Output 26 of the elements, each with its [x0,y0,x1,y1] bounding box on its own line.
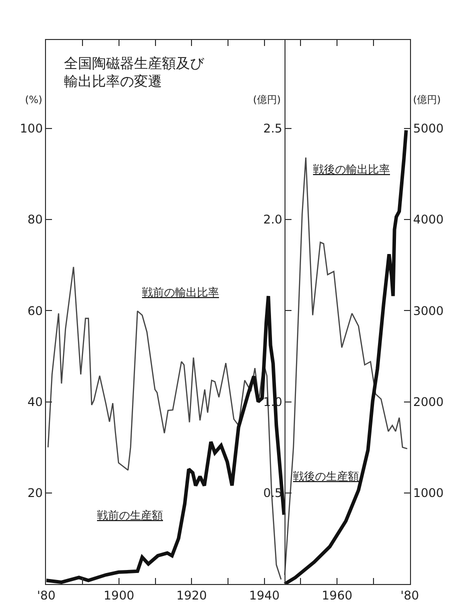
y2-tick-label: 2.5 [263,122,282,136]
y-tick-label: 40 [28,394,43,409]
y3-tick-label: 3000 [413,304,444,318]
series-label: 戦後の輸出比率 [313,163,390,176]
y2-axis-title: (億円) [253,94,281,106]
y2-tick-label: 2.0 [263,212,282,227]
y-tick-label: 20 [28,486,43,500]
y-axis-title: (%) [25,95,42,106]
y3-tick-label: 1000 [413,486,444,500]
x-tick-label: '80 [400,588,420,602]
x-tick-label: 1940 [249,588,280,602]
y3-tick-label: 2000 [413,394,444,409]
text: 全国陶磁器生産額及び輸出比率の変遷 [64,56,205,90]
series-label: 戦前の生産額 [97,509,163,522]
x-tick-label: '80 [36,588,56,602]
series-label: 戦後の生産額 [293,470,359,483]
y3-axis-title: (億円) [413,94,441,106]
series-label: 戦前の輸出比率 [142,286,219,299]
y-tick-label: 80 [28,212,43,227]
y-tick-label: 60 [28,304,43,318]
y-tick-label: 100 [20,122,43,136]
x-tick-label: 1900 [104,588,134,602]
x-tick-label: 1920 [176,588,207,602]
x-tick-label: 1960 [322,588,352,602]
y3-tick-label: 5000 [413,122,444,136]
y3-tick-label: 4000 [413,212,444,227]
